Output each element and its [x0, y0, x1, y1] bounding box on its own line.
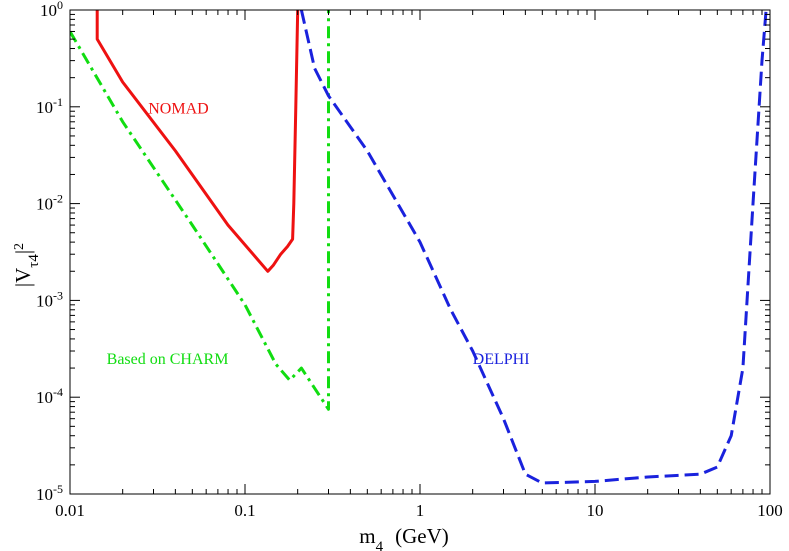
y-axis-title: |Vτ4|2 — [11, 243, 42, 287]
series-label-delphi: DELPHI — [473, 351, 530, 368]
x-axis-symbol: m — [359, 524, 375, 548]
x-tick-label: 100 — [757, 501, 783, 520]
y-tick-label: 10-3 — [36, 288, 63, 310]
y-tick-label: 100 — [40, 0, 63, 20]
x-axis-unit: (GeV) — [395, 524, 449, 548]
x-tick-label: 1 — [416, 501, 425, 520]
series-line-delphi — [299, 10, 768, 485]
series-label-nomad: NOMAD — [148, 101, 208, 118]
series-line-based-on-charm — [70, 10, 330, 411]
y-tick-label: 10-4 — [36, 385, 63, 407]
series-label-based-on-charm: Based on CHARM — [107, 351, 229, 368]
y-tick-label: 10-1 — [36, 95, 63, 117]
x-tick-label: 0.01 — [55, 501, 85, 520]
x-tick-label: 0.1 — [234, 501, 255, 520]
y-tick-label: 10-5 — [36, 482, 63, 504]
y-axis-subscript: τ4 — [26, 254, 42, 268]
y-axis-suffix: | — [11, 250, 35, 254]
series-line-nomad — [95, 10, 300, 273]
y-axis-prefix: |V — [11, 268, 35, 287]
x-tick-label: 10 — [587, 501, 604, 520]
x-axis-title: m4 (GeV) — [359, 524, 448, 551]
x-axis-subscript: 4 — [376, 539, 384, 551]
y-axis-superscript: 2 — [12, 243, 27, 250]
y-tick-label: 10-2 — [36, 192, 63, 214]
plot-frame — [69, 9, 771, 495]
